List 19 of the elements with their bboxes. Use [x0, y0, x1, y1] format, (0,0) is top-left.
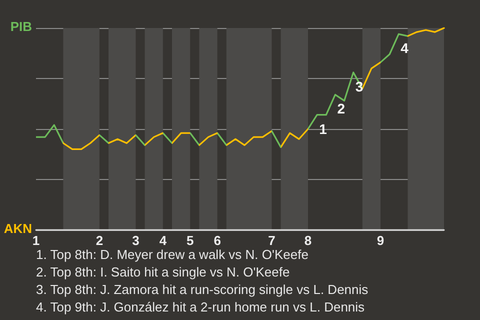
text: AKN — [4, 221, 32, 236]
x-tick-label: 9 — [376, 233, 384, 248]
annotation: 2 — [337, 100, 346, 117]
x-tick-label: 7 — [268, 233, 276, 248]
x-tick-label: 2 — [96, 233, 104, 248]
text: 4. Top 9th: J. González hit a 2-run home run vs L. Dennis — [36, 300, 366, 314]
text: 1. Top 8th: D. Meyer drew a walk vs N. O'Keefe — [36, 247, 308, 262]
text: 2. Top 8th: I. Saito hit a single vs N. O'Keefe — [36, 264, 290, 280]
x-tick-label: 4 — [159, 233, 168, 248]
x-tick-label: 3 — [132, 233, 140, 248]
x-tick-label: 5 — [186, 233, 194, 248]
x-tick-label: 8 — [304, 233, 312, 248]
text: PIB — [10, 19, 32, 34]
x-tick-label: 1 — [32, 233, 40, 248]
annotation: 1 — [319, 120, 328, 137]
annotation: 4 — [400, 40, 409, 56]
text: 3. Top 8th: J. Zamora hit a run-scoring single vs L. Dennis — [36, 282, 369, 297]
x-tick-label: 6 — [214, 233, 221, 248]
annotation: 3 — [355, 78, 364, 94]
